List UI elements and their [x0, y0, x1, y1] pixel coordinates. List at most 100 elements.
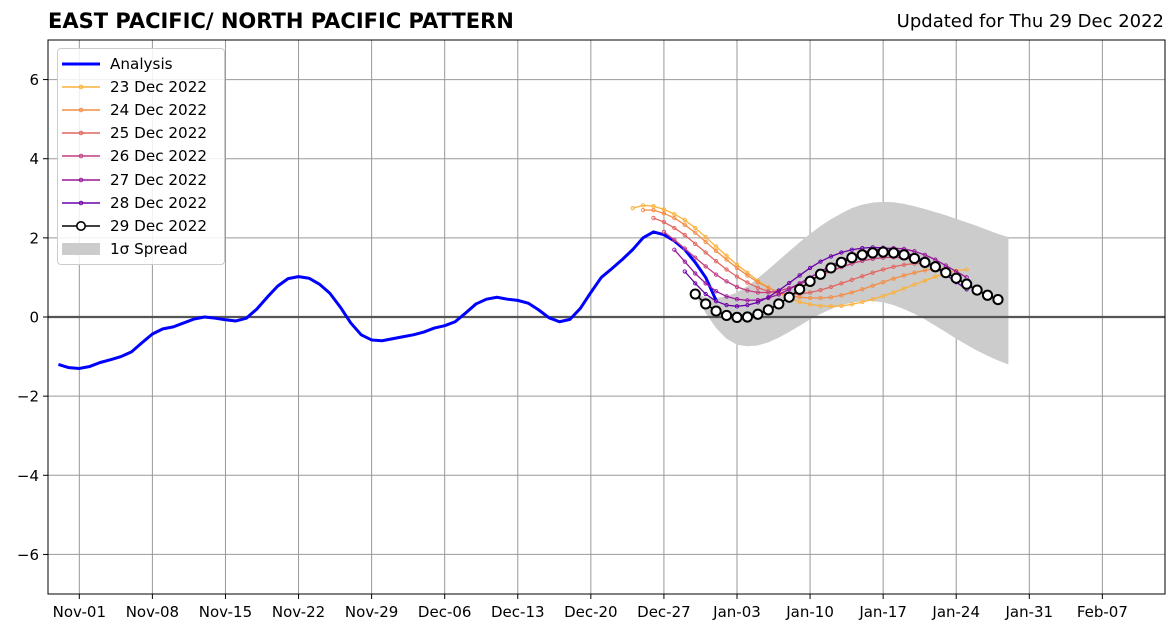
legend-key-25-dec: [62, 130, 100, 136]
series-point-1: [828, 304, 834, 309]
series-point-7: [783, 291, 795, 303]
series-point-2: [724, 257, 729, 262]
legend-label: 28 Dec 2022: [110, 193, 208, 212]
series-point-1: [860, 299, 865, 305]
series-point-3: [870, 270, 875, 275]
series-point-2: [640, 208, 646, 213]
series-point-7: [867, 247, 879, 259]
x-tick-label: Nov-15: [199, 603, 252, 621]
x-tick-label: Jan-31: [1004, 603, 1053, 621]
series-point-5: [787, 287, 792, 292]
series-point-2: [880, 280, 886, 285]
series-point-7: [846, 252, 858, 264]
series-point-1: [922, 278, 928, 283]
series-point-1: [870, 297, 875, 302]
series-point-6: [734, 304, 740, 309]
series-point-7: [752, 308, 764, 320]
series-point-7: [700, 298, 712, 310]
legend-key-spread: [62, 243, 100, 256]
x-tick-label: Dec-20: [564, 603, 618, 621]
legend-item-28-dec: 28 Dec 2022: [58, 191, 224, 214]
series-point-3: [839, 281, 844, 286]
series-point-7: [814, 268, 827, 280]
series-point-4: [672, 237, 677, 242]
series-point-1: [818, 303, 823, 309]
series-point-2: [734, 265, 740, 271]
series-point-4: [755, 290, 761, 295]
x-tick-label: Nov-29: [345, 603, 398, 621]
series-point-4: [734, 284, 740, 290]
x-tick-label: Nov-22: [272, 603, 325, 621]
series-point-1: [724, 253, 729, 258]
series-point-3: [849, 277, 854, 282]
series-point-4: [682, 246, 687, 251]
series-point-3: [703, 250, 708, 255]
series-point-2: [849, 290, 854, 295]
series-point-4: [724, 279, 729, 284]
series-point-3: [693, 241, 698, 246]
series-point-3: [828, 284, 834, 290]
series-point-2: [745, 273, 750, 278]
series-point-2: [922, 268, 928, 273]
series-point-7: [898, 249, 910, 261]
series-point-7: [773, 298, 785, 310]
series-point-6: [807, 265, 813, 271]
legend-key-28-dec: [62, 200, 100, 206]
series-point-7: [971, 284, 983, 296]
series-point-5: [776, 292, 781, 297]
series-point-3: [651, 215, 656, 221]
spread-area: [695, 201, 1009, 365]
legend-item-spread: 1σ Spread: [58, 238, 224, 261]
series-point-7: [929, 261, 941, 273]
series-point-3: [891, 264, 896, 269]
series-point-7: [856, 249, 868, 261]
series-point-1: [891, 290, 896, 295]
series-point-2: [755, 280, 761, 285]
legend-key-24-dec: [62, 107, 100, 113]
y-tick-label: 4: [29, 150, 39, 168]
legend-item-25-dec: 25 Dec 2022: [58, 122, 224, 145]
spread-band: [695, 201, 1009, 365]
legend: Analysis 23 Dec 2022 24 Dec 2022 25 Dec …: [57, 48, 225, 265]
series-point-6: [828, 254, 834, 259]
series-point-3: [734, 274, 740, 279]
series-point-7: [877, 246, 889, 258]
series-point-3: [661, 219, 667, 225]
series-point-3: [860, 274, 865, 279]
legend-label: 26 Dec 2022: [110, 147, 208, 166]
series-point-7: [835, 256, 847, 268]
series-point-7: [804, 275, 816, 287]
series-point-7: [961, 278, 973, 290]
legend-key-27-dec: [62, 177, 100, 182]
legend-label: 1σ Spread: [110, 240, 188, 259]
series-point-2: [891, 276, 896, 281]
series-point-1: [849, 302, 854, 307]
series-point-7: [720, 309, 733, 322]
series-line-1: [632, 204, 967, 307]
series-point-7: [981, 289, 994, 301]
y-tick-label: −2: [17, 388, 39, 406]
legend-label: 27 Dec 2022: [110, 170, 208, 189]
series-point-1: [964, 267, 969, 272]
series-point-5: [922, 252, 928, 258]
legend-label: 23 Dec 2022: [110, 77, 208, 96]
series-point-6: [818, 259, 823, 264]
series-point-7: [794, 283, 806, 295]
series-point-3: [682, 232, 687, 238]
series-point-6: [755, 300, 761, 305]
series-point-1: [651, 204, 656, 209]
series-point-4: [766, 290, 771, 295]
series-point-1: [672, 211, 677, 217]
series-point-4: [703, 264, 708, 269]
series-point-7: [950, 272, 962, 284]
series-point-6: [766, 295, 771, 300]
series-point-3: [901, 262, 907, 267]
series-point-2: [651, 208, 656, 213]
series-point-7: [710, 305, 722, 317]
series-point-2: [713, 248, 719, 254]
series-point-1: [640, 203, 646, 208]
series-lines: [58, 203, 1004, 370]
series-point-1: [682, 217, 687, 223]
series-point-7: [825, 262, 837, 274]
